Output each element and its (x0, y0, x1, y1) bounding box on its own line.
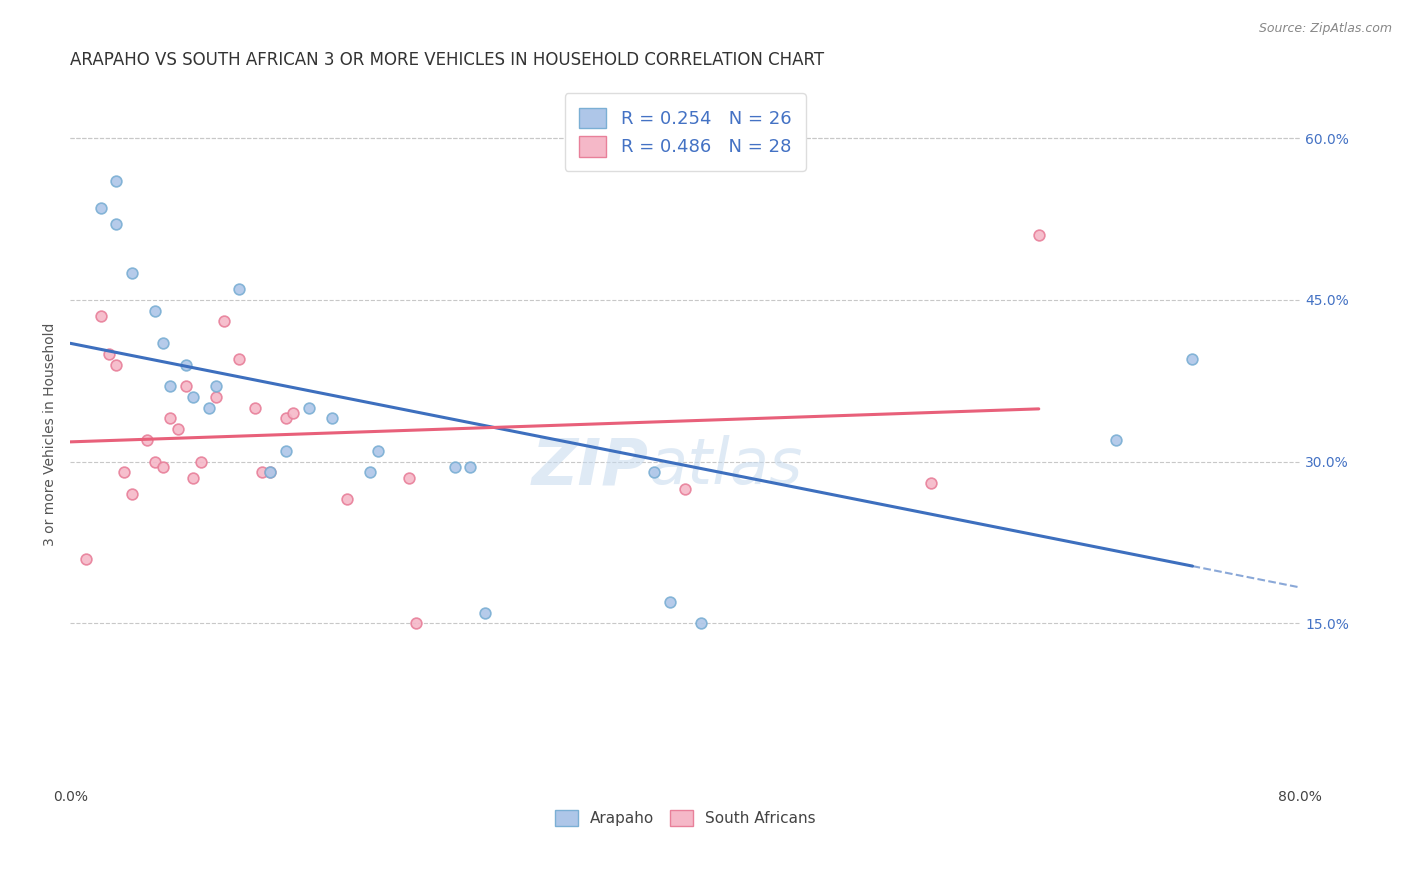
Point (274, 411, 297, 425)
Point (167, 422, 190, 436)
Point (689, 616, 711, 631)
Point (105, 174, 128, 188)
Y-axis label: 3 or more Vehicles in Household: 3 or more Vehicles in Household (44, 323, 58, 546)
Point (121, 487, 143, 501)
Point (159, 411, 181, 425)
Point (1028, 228, 1050, 243)
Point (252, 466, 274, 480)
Point (174, 379, 197, 393)
Point (920, 476, 942, 491)
Text: ARAPAHO VS SOUTH AFRICAN 3 OR MORE VEHICLES IN HOUSEHOLD CORRELATION CHART: ARAPAHO VS SOUTH AFRICAN 3 OR MORE VEHIC… (70, 51, 824, 69)
Point (105, 358, 128, 372)
Point (321, 411, 343, 425)
Point (259, 466, 281, 480)
Point (336, 492, 359, 507)
Point (152, 459, 174, 474)
Point (90, 201, 112, 215)
Point (143, 303, 166, 318)
Point (405, 616, 427, 631)
Point (274, 443, 297, 458)
Point (643, 466, 665, 480)
Point (243, 401, 266, 415)
Point (105, 217, 128, 231)
Point (174, 358, 197, 372)
Point (90, 309, 112, 323)
Point (97, 347, 120, 361)
Point (1104, 433, 1126, 447)
Point (228, 352, 250, 367)
Point (673, 482, 696, 496)
Point (443, 459, 465, 474)
Point (359, 466, 381, 480)
Point (367, 443, 389, 458)
Point (205, 379, 228, 393)
Point (458, 459, 481, 474)
Point (121, 266, 143, 280)
Point (205, 390, 228, 404)
Point (1181, 352, 1204, 367)
Point (112, 466, 135, 480)
Point (212, 314, 235, 328)
Text: ZIP: ZIP (531, 435, 648, 497)
Point (297, 401, 319, 415)
Text: atlas: atlas (648, 435, 803, 497)
Point (159, 379, 181, 393)
Point (181, 390, 204, 404)
Point (197, 401, 219, 415)
Legend: Arapaho, South Africans: Arapaho, South Africans (547, 802, 823, 833)
Point (152, 335, 174, 350)
Point (136, 433, 159, 447)
Point (283, 406, 305, 420)
Point (181, 471, 204, 485)
Point (75, 551, 97, 566)
Point (474, 606, 496, 620)
Point (190, 454, 212, 468)
Text: Source: ZipAtlas.com: Source: ZipAtlas.com (1258, 22, 1392, 36)
Point (228, 282, 250, 296)
Point (398, 471, 420, 485)
Point (658, 595, 681, 609)
Point (259, 466, 281, 480)
Point (143, 454, 166, 468)
